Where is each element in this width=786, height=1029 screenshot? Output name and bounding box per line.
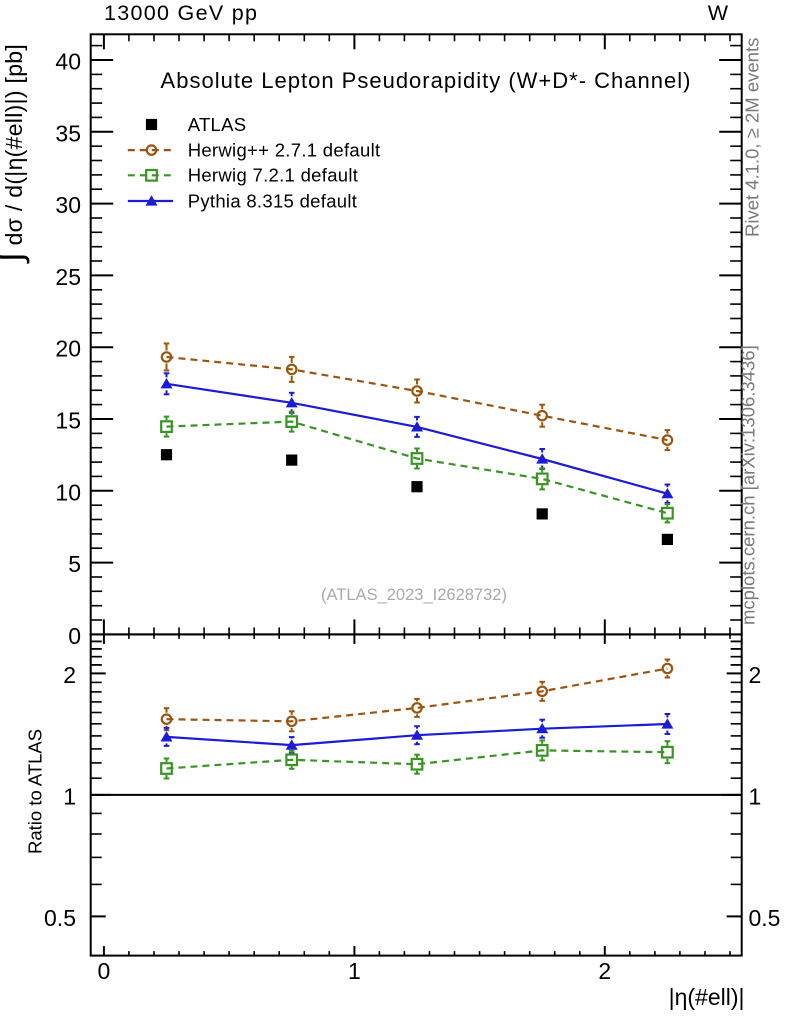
svg-text:∫ dσ / d(|η(#ell)|) [pb]: ∫ dσ / d(|η(#ell)|) [pb] xyxy=(0,44,30,264)
svg-text:10: 10 xyxy=(55,479,81,505)
svg-text:Ratio to ATLAS: Ratio to ATLAS xyxy=(25,729,46,854)
svg-text:2: 2 xyxy=(749,662,762,688)
svg-text:15: 15 xyxy=(55,408,81,434)
svg-text:5: 5 xyxy=(68,551,81,577)
svg-text:13000 GeV pp: 13000 GeV pp xyxy=(104,1,258,25)
svg-text:30: 30 xyxy=(55,192,81,218)
svg-text:1: 1 xyxy=(348,958,361,984)
svg-text:0.5: 0.5 xyxy=(749,905,781,931)
svg-text:Absolute Lepton Pseudorapidity: Absolute Lepton Pseudorapidity (W+D*- Ch… xyxy=(161,68,692,93)
svg-text:mcplots.cern.ch [arXiv:1306.34: mcplots.cern.ch [arXiv:1306.3436] xyxy=(738,345,759,625)
svg-text:2: 2 xyxy=(63,662,76,688)
svg-text:2: 2 xyxy=(598,958,611,984)
svg-text:35: 35 xyxy=(55,120,81,146)
svg-text:20: 20 xyxy=(55,336,81,362)
svg-text:|η(#ell)|: |η(#ell)| xyxy=(669,984,745,1010)
svg-text:40: 40 xyxy=(55,49,81,75)
svg-text:0: 0 xyxy=(68,623,81,649)
svg-text:1: 1 xyxy=(749,783,762,809)
svg-text:ATLAS: ATLAS xyxy=(188,114,247,135)
svg-text:Pythia 8.315 default: Pythia 8.315 default xyxy=(188,190,358,211)
svg-text:0.5: 0.5 xyxy=(44,905,76,931)
svg-text:Herwig++ 2.7.1 default: Herwig++ 2.7.1 default xyxy=(188,140,381,161)
svg-text:Rivet 4.1.0, ≥ 2M events: Rivet 4.1.0, ≥ 2M events xyxy=(742,38,763,237)
svg-text:1: 1 xyxy=(63,783,76,809)
svg-text:(ATLAS_2023_I2628732): (ATLAS_2023_I2628732) xyxy=(321,586,507,604)
svg-text:25: 25 xyxy=(55,264,81,290)
svg-text:W: W xyxy=(708,1,729,25)
svg-text:Herwig 7.2.1 default: Herwig 7.2.1 default xyxy=(188,165,359,186)
svg-text:0: 0 xyxy=(98,958,111,984)
